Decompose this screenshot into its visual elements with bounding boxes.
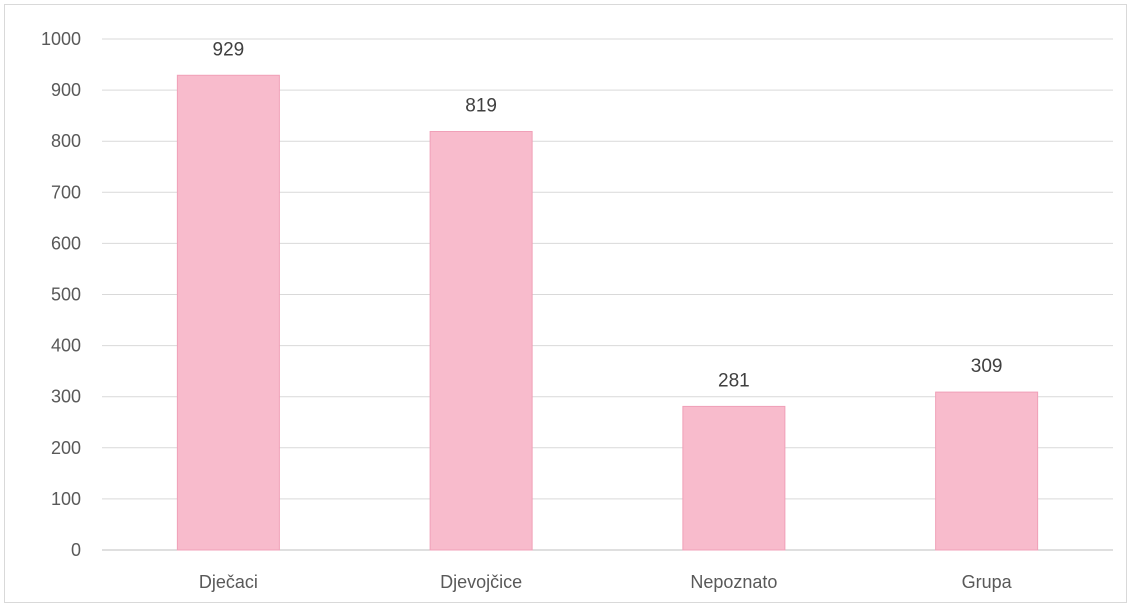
x-category-label: Nepoznato (690, 572, 777, 592)
bar (429, 130, 533, 551)
bar (176, 74, 280, 551)
bar (682, 405, 786, 551)
x-category-label: Dječaci (199, 572, 258, 592)
y-tick-label: 300 (51, 387, 81, 407)
y-axis-tick-labels: 0 100 200 300 400 500 600 700 800 900 1000 (41, 29, 81, 560)
data-labels: 929 819 281 309 (213, 39, 1003, 391)
y-tick-label: 200 (51, 438, 81, 458)
y-tick-label: 600 (51, 233, 81, 253)
x-category-label: Djevojčice (440, 572, 522, 592)
bar (935, 391, 1039, 551)
y-tick-label: 800 (51, 131, 81, 151)
data-label: 309 (971, 356, 1003, 377)
y-tick-label: 500 (51, 285, 81, 305)
y-tick-label: 400 (51, 336, 81, 356)
y-tick-label: 100 (51, 489, 81, 509)
y-tick-label: 1000 (41, 29, 81, 49)
x-category-label: Grupa (962, 572, 1013, 592)
x-axis-category-labels: Dječaci Djevojčice Nepoznato Grupa (199, 572, 1013, 592)
bars (176, 74, 1039, 551)
data-label: 929 (213, 39, 245, 60)
y-tick-label: 0 (71, 540, 81, 560)
y-tick-label: 900 (51, 80, 81, 100)
data-label: 281 (718, 370, 750, 391)
bar-chart: 0 100 200 300 400 500 600 700 800 900 1000 929 819 2… (41, 29, 1113, 592)
data-label: 819 (465, 95, 497, 116)
chart-frame: 0 100 200 300 400 500 600 700 800 900 1000 929 819 2… (4, 4, 1127, 603)
y-tick-label: 700 (51, 182, 81, 202)
